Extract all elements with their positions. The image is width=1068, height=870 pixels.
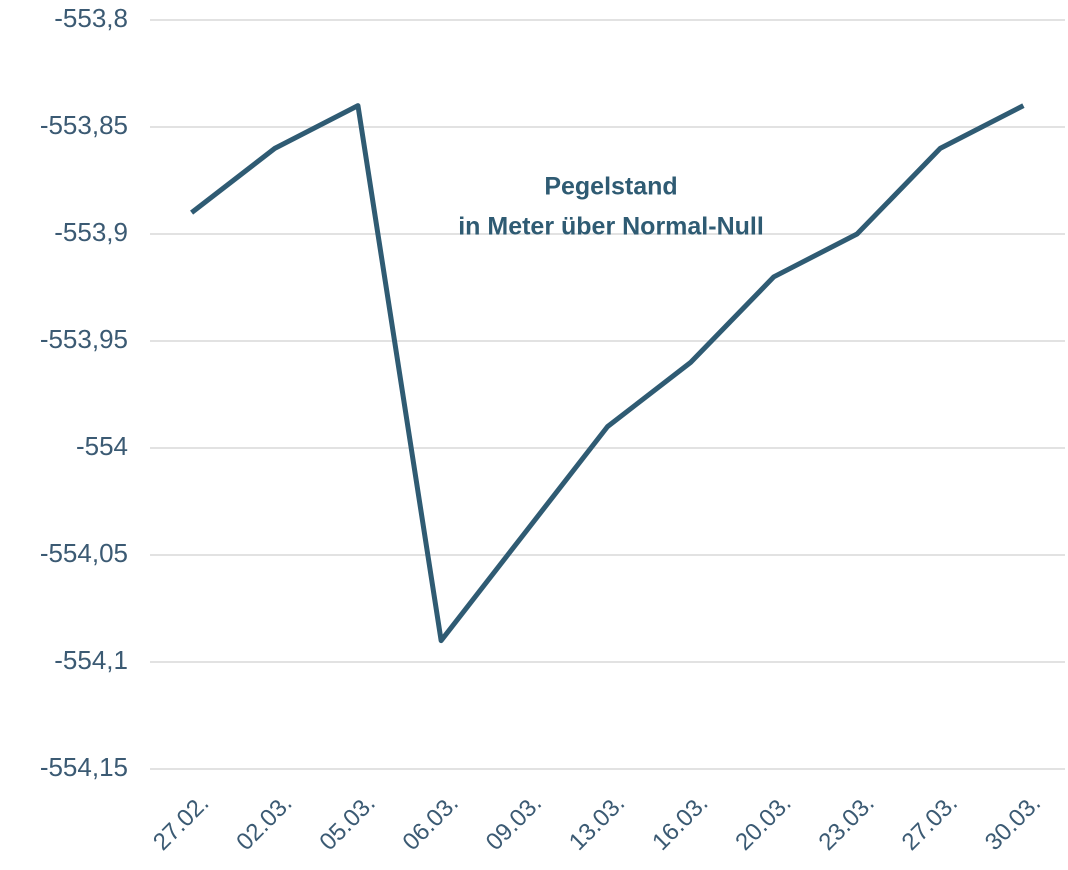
chart-title: Pegelstand xyxy=(544,173,677,201)
x-tick-label: 20.03. xyxy=(730,790,796,856)
y-tick-label: -553,95 xyxy=(40,324,128,354)
y-tick-label: -554,15 xyxy=(40,752,128,782)
data-line xyxy=(190,103,1025,644)
x-tick-label: 27.02. xyxy=(148,790,214,856)
x-tick-label: 23.03. xyxy=(813,790,879,856)
x-tick-label: 13.03. xyxy=(564,790,630,856)
x-tick-label: 02.03. xyxy=(231,790,297,856)
y-tick-label: -553,9 xyxy=(54,217,128,247)
y-tick-label: -553,85 xyxy=(40,110,128,140)
y-tick-label: -553,8 xyxy=(54,3,128,33)
chart-subtitle: in Meter über Normal-Null xyxy=(458,213,764,241)
x-tick-label: 06.03. xyxy=(398,790,464,856)
x-tick-label: 05.03. xyxy=(314,790,380,856)
x-tick-label: 09.03. xyxy=(481,790,547,856)
x-tick-label: 30.03. xyxy=(980,790,1046,856)
x-axis-labels: 27.02. 02.03. 05.03. 06.03. 09.03. 13.03. 16.0… xyxy=(148,790,1046,856)
y-tick-label: -554,1 xyxy=(54,645,128,675)
y-tick-label: -554 xyxy=(76,431,128,461)
y-tick-label: -554,05 xyxy=(40,538,128,568)
x-tick-label: 16.03. xyxy=(647,790,713,856)
x-tick-label: 27.03. xyxy=(897,790,963,856)
